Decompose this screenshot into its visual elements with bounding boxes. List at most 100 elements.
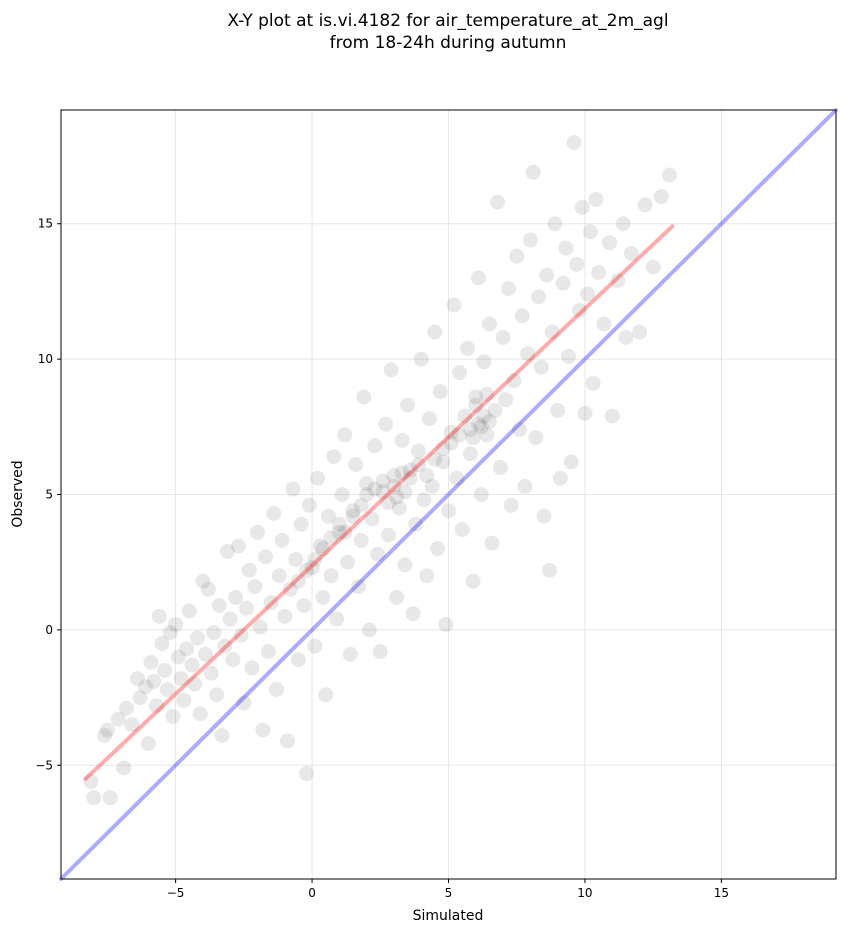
data-point: [473, 419, 489, 435]
data-point: [356, 389, 372, 405]
data-point: [585, 375, 601, 391]
data-point: [465, 430, 481, 446]
data-point: [350, 579, 366, 595]
grid-lines: [61, 110, 836, 879]
data-point: [290, 573, 306, 589]
data-point: [337, 524, 353, 540]
data-point: [337, 427, 353, 443]
data-point: [320, 508, 336, 524]
data-point: [498, 392, 514, 408]
data-point: [577, 405, 593, 421]
data-point: [154, 635, 170, 651]
data-point: [293, 516, 309, 532]
data-point: [118, 700, 134, 716]
data-point: [462, 446, 478, 462]
data-point: [443, 435, 459, 451]
data-point: [451, 365, 467, 381]
identity-line: [59, 108, 838, 881]
data-point: [481, 413, 497, 429]
data-point: [476, 354, 492, 370]
data-point: [132, 690, 148, 706]
data-point: [380, 527, 396, 543]
data-point: [517, 478, 533, 494]
data-point: [195, 573, 211, 589]
data-point: [353, 497, 369, 513]
data-point: [176, 692, 192, 708]
x-axis-ticks: −5 0 5 10 15: [167, 879, 729, 900]
data-point: [468, 389, 484, 405]
data-point: [457, 408, 473, 424]
data-point: [561, 348, 577, 364]
data-point: [97, 727, 113, 743]
data-point: [479, 427, 495, 443]
data-point: [189, 630, 205, 646]
data-point: [473, 487, 489, 502]
data-point: [307, 551, 323, 567]
data-point: [492, 459, 508, 475]
data-point: [441, 503, 456, 519]
data-point: [179, 641, 195, 657]
data-point: [323, 568, 339, 584]
data-point: [539, 267, 555, 283]
data-point: [416, 492, 432, 508]
data-point: [533, 359, 549, 375]
data-point: [487, 403, 503, 419]
y-tick-label: 5: [45, 488, 53, 502]
y-axis-ticks: −5 0 5 10 15: [35, 217, 61, 772]
data-point: [596, 316, 612, 332]
data-point: [129, 671, 145, 687]
y-axis-label: Observed: [10, 460, 26, 527]
data-point: [438, 616, 454, 632]
data-point: [244, 660, 260, 676]
data-point: [454, 522, 470, 538]
data-point: [260, 644, 276, 660]
data-point: [209, 687, 225, 703]
data-point: [541, 562, 557, 578]
data-point: [198, 646, 214, 662]
data-point: [282, 581, 298, 597]
x-tick-label: 10: [577, 886, 592, 900]
data-point: [514, 308, 530, 324]
data-point: [451, 427, 467, 443]
data-point: [563, 454, 579, 470]
data-point: [304, 560, 320, 576]
data-point: [569, 256, 585, 272]
data-point: [187, 676, 203, 692]
x-tick-label: −5: [167, 886, 185, 900]
data-point: [326, 449, 342, 465]
data-point: [299, 765, 315, 781]
data-point: [271, 568, 287, 584]
data-point: [233, 627, 249, 643]
data-point: [288, 551, 304, 567]
regression-line: [83, 224, 675, 781]
data-point: [484, 535, 500, 551]
data-point: [386, 478, 402, 494]
data-point: [544, 324, 560, 340]
data-point: [331, 516, 347, 532]
data-point: [269, 681, 285, 697]
x-tick-label: 5: [445, 886, 453, 900]
data-point: [637, 197, 653, 213]
data-point: [375, 484, 391, 500]
fit-lines: [59, 108, 838, 881]
data-point: [552, 470, 568, 486]
data-point: [364, 511, 380, 527]
data-point: [503, 497, 519, 513]
data-point: [522, 232, 538, 248]
data-point: [465, 573, 481, 589]
data-point: [345, 503, 361, 519]
data-point: [151, 608, 167, 624]
data-point: [214, 727, 230, 743]
x-axis-label: Simulated: [413, 908, 484, 924]
data-point: [372, 644, 388, 660]
data-point: [427, 451, 443, 467]
data-point: [225, 652, 241, 668]
data-point: [274, 533, 290, 549]
data-point: [397, 557, 413, 573]
data-point: [389, 589, 405, 605]
data-point: [192, 706, 208, 722]
data-point: [509, 248, 525, 264]
data-point: [547, 216, 563, 232]
data-point: [501, 281, 517, 297]
